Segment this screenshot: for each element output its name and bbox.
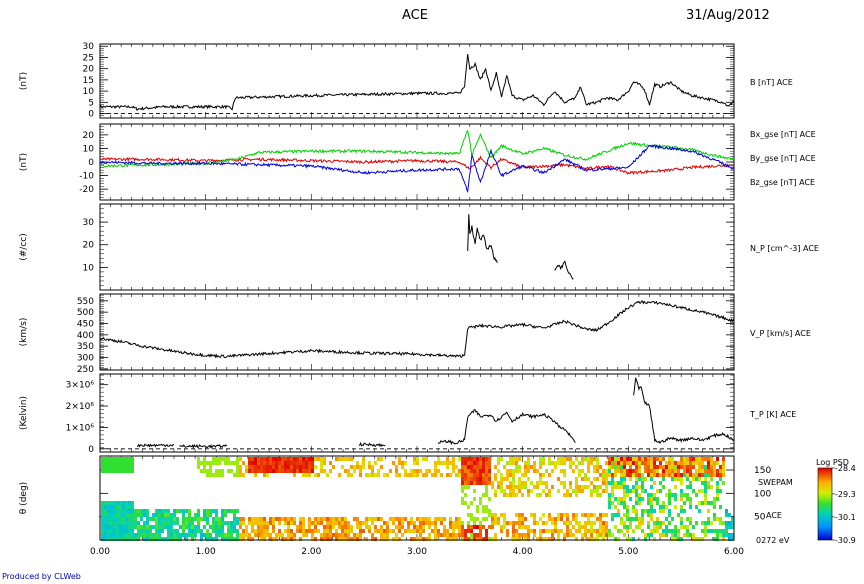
panel-frame: [99, 455, 735, 541]
series-line: [100, 129, 734, 168]
colorbar-tick-label: -30.9: [835, 536, 856, 545]
legend-entry: By_gse [nT] ACE: [750, 154, 816, 163]
y-tick-label: -10: [79, 172, 94, 182]
x-tick-label: 1.00: [196, 547, 216, 557]
panel-frame: [99, 203, 735, 291]
credit-text: Produced by CLWeb: [2, 572, 81, 581]
legend-entry: N_P [cm^-3] ACE: [750, 244, 819, 253]
x-tick-label: 0.00: [90, 547, 110, 557]
y-tick-label: 350: [77, 342, 94, 352]
x-tick-label: 3.00: [407, 547, 427, 557]
panel-frame: [99, 373, 735, 453]
legend-entry: Bz_gse [nT] ACE: [750, 178, 815, 187]
x-tick-label: 5.00: [618, 547, 638, 557]
panel-frame: [99, 293, 735, 371]
colorbar-tick-label: -29.3: [835, 490, 856, 499]
y-tick-label: 500: [77, 308, 94, 318]
y-axis-label: (nT): [19, 72, 29, 90]
legend-entry: Bx_gse [nT] ACE: [750, 130, 816, 139]
y-tick-label: 10: [83, 87, 95, 97]
y-tick-label: 0: [88, 110, 94, 120]
y-tick-label: 2×10⁶: [66, 402, 95, 412]
x-tick-label: 2.00: [301, 547, 321, 557]
energy-label: 0272 eV: [756, 536, 790, 545]
series-line: [437, 409, 576, 446]
y-axis-label: (km/s): [19, 318, 29, 347]
plot-date: 31/Aug/2012: [686, 8, 770, 23]
y-tick-label: 300: [77, 354, 94, 364]
y-tick-label: 20: [83, 131, 95, 141]
series-line: [100, 144, 734, 194]
y-tick-label: 0: [88, 158, 94, 168]
y-tick-label: 20: [83, 65, 95, 75]
series-line: [633, 377, 734, 444]
y-tick-label: 0: [88, 445, 94, 455]
x-tick-label: 4.00: [513, 547, 533, 557]
y-axis-label: (nT): [19, 153, 29, 171]
panel-t-p: (Kelvin) 0 1×10⁶ 2×10⁶ 3×10⁶ T_P [K] ACE: [19, 373, 796, 455]
y-axis-label: (Kelvin): [19, 396, 29, 430]
y-tick-label: 30: [83, 218, 95, 228]
y-tick-label: 150: [754, 466, 771, 476]
colorbar-tick-label: -30.1: [835, 513, 856, 522]
series-line: [467, 214, 498, 263]
colorbar-tick-label: -28.4: [835, 464, 856, 473]
spectrogram-cells: [101, 457, 734, 541]
plot-title: ACE: [402, 8, 428, 23]
y-tick-label: 400: [77, 331, 94, 341]
y-axis-label: θ (deg): [19, 482, 29, 514]
y-tick-label: 25: [83, 53, 94, 63]
y-axis-label: (#/cc): [19, 233, 29, 261]
mission-label: ACE: [766, 511, 782, 520]
y-tick-label: 30: [83, 42, 95, 52]
series-line: [100, 300, 734, 359]
series-line: [358, 441, 386, 448]
series-line: [179, 443, 228, 450]
x-tick-label: 6.00: [724, 547, 744, 557]
panel-n-p: (#/cc) 10 20 30 N_P [cm^-3] ACE: [19, 203, 819, 291]
y-tick-label: 250: [77, 365, 94, 375]
series-line: [100, 155, 734, 176]
y-tick-label: -20: [79, 185, 94, 195]
colorbar-title: Log PSD: [816, 458, 849, 467]
panel-frame: [99, 123, 735, 201]
y-tick-label: 100: [754, 489, 771, 499]
legend-entry: V_P [km/s] ACE: [750, 329, 811, 338]
y-tick-label: 5: [88, 98, 94, 108]
y-tick-label: 50: [754, 513, 766, 523]
panel-b-gse: (nT) -20 -10 0 10 20 Bx_gse [nT] ACE By_gse [nT…: [19, 123, 816, 201]
y-tick-label: 15: [83, 76, 94, 86]
instrument-label: SWEPAM: [758, 478, 793, 487]
y-tick-label: 3×10⁶: [66, 381, 95, 391]
legend-entry: T_P [K] ACE: [749, 410, 796, 419]
y-tick-label: 550: [77, 297, 94, 307]
y-tick-label: 10: [83, 144, 95, 154]
legend-entry: B [nT] ACE: [750, 78, 793, 87]
y-tick-label: 20: [83, 241, 95, 251]
series-line: [100, 54, 734, 111]
y-tick-label: 10: [83, 263, 95, 273]
y-tick-label: 1×10⁶: [66, 423, 95, 433]
y-tick-label: 450: [77, 319, 94, 329]
colorbar: [817, 467, 833, 541]
series-line: [554, 260, 574, 280]
series-line: [137, 443, 175, 448]
